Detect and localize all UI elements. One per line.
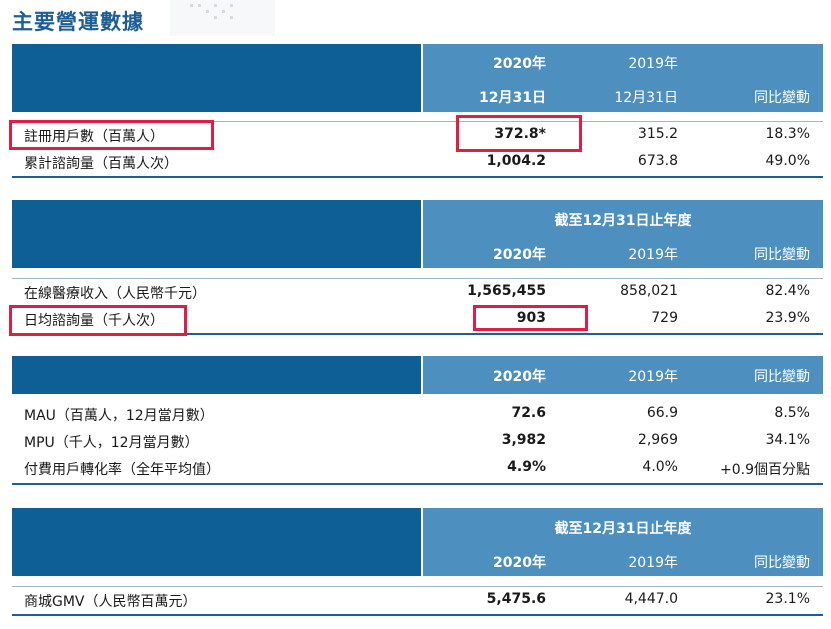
header-2019-year: 2019年 (628, 247, 678, 263)
header-2019-year: 2019年 (628, 555, 678, 571)
highlight-box-daily-consultations-2020 (473, 305, 588, 331)
highlight-box-registered-users-label (9, 120, 214, 150)
table-header: 截至12月31日止年度 2020年 2019年 同比變動 (12, 508, 823, 576)
table-header: 截至12月31日止年度 2020年 2019年 同比變動 (12, 200, 823, 268)
header-yoy: 同比變動 (754, 369, 810, 385)
header-yoy: 同比變動 (754, 90, 810, 106)
header-2020-date: 12月31日 (479, 90, 546, 106)
page-title: 主要營運數據 (12, 10, 144, 34)
table-row: 在線醫療收入（人民幣千元） 1,565,455 858,021 82.4% (24, 283, 810, 302)
table-row: 商城GMV（人民幣百萬元） 5,475.6 4,447.0 23.1% (24, 591, 810, 610)
header-yoy: 同比變動 (754, 555, 810, 571)
table-user-metrics: 2020年 2019年 同比變動 MAU（百萬人，12月當月數） 72.6 66… (12, 356, 823, 486)
header-2020-year: 2020年 (493, 56, 546, 72)
header-2019-date: 12月31日 (614, 90, 678, 106)
table-mall-gmv: 截至12月31日止年度 2020年 2019年 同比變動 商城GMV（人民幣百萬… (12, 508, 823, 629)
table-header: 2020年 2019年 同比變動 (12, 356, 823, 394)
header-2019-year: 2019年 (628, 369, 678, 385)
header-2019-year: 2019年 (628, 56, 678, 72)
table-row: MPU（千人，12月當月數） 3,982 2,969 34.1% (24, 432, 810, 451)
header-2020-year: 2020年 (493, 369, 546, 385)
header-yoy: 同比變動 (754, 247, 810, 263)
table-row: MAU（百萬人，12月當月數） 72.6 66.9 8.5% (24, 405, 810, 424)
header-period: 截至12月31日止年度 (554, 213, 692, 229)
table-online-medical: 截至12月31日止年度 2020年 2019年 同比變動 在線醫療收入（人民幣千… (12, 200, 823, 335)
table-row: 日均諮詢量（千人次） 903 729 23.9% (24, 310, 810, 329)
table-row: 累計諮詢量（百萬人次） 1,004.2 673.8 49.0% (24, 153, 810, 172)
highlight-box-daily-consultations-label (9, 305, 187, 336)
header-period: 截至12月31日止年度 (554, 521, 692, 537)
table-row: 註冊用戶數（百萬人） 372.8* 315.2 18.3% (24, 126, 810, 145)
title-decoration (170, 0, 275, 36)
highlight-box-registered-users-2020 (456, 115, 582, 152)
table-row: 付費用戶轉化率（全年平均值） 4.9% 4.0% +0.9個百分點 (24, 459, 810, 478)
table-registered-users: 2020年 2019年 12月31日 12月31日 同比變動 註冊用戶數（百萬人… (12, 44, 823, 178)
table-header: 2020年 2019年 12月31日 12月31日 同比變動 (12, 44, 823, 112)
header-2020-year: 2020年 (493, 555, 546, 571)
header-2020-year: 2020年 (493, 247, 546, 263)
